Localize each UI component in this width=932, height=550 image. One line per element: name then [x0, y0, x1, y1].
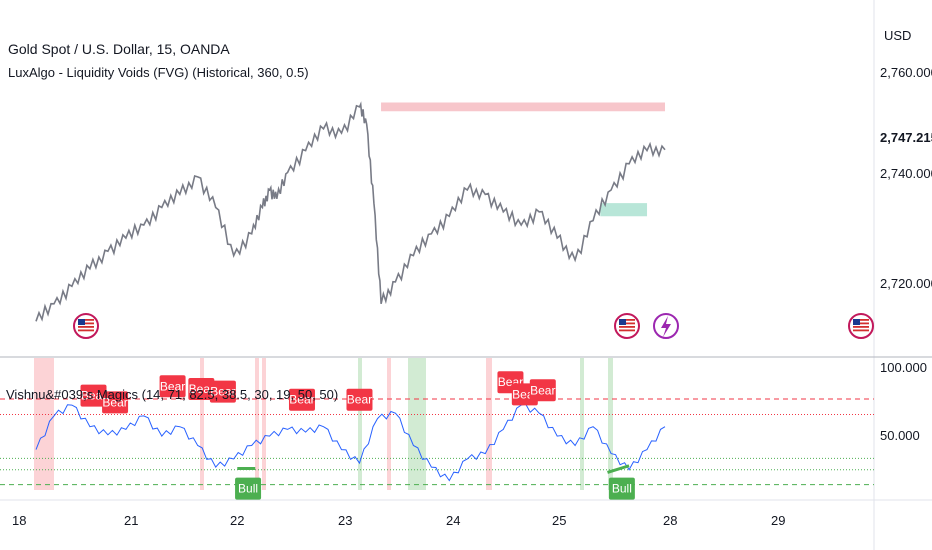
flag-stripe [78, 326, 94, 328]
flag-stripe [78, 329, 94, 332]
price-line [35, 101, 666, 322]
price-tick-label: 2,740.000 [880, 166, 932, 181]
signal-text: Bear [102, 395, 127, 409]
last-price-label: 2,747.215 [880, 130, 932, 145]
signal-badge [346, 388, 373, 411]
flag-stripe [853, 329, 869, 332]
signal-band-2 [255, 358, 259, 490]
time-tick-label: 28 [663, 513, 677, 528]
bear-signal: Bear [209, 380, 236, 403]
signal-band-3 [262, 358, 266, 490]
signal-band-4 [358, 358, 362, 490]
flag-stripe [78, 319, 94, 321]
signal-badge [209, 380, 236, 403]
signal-text: Bear [160, 379, 185, 393]
flag-stripe [853, 322, 869, 325]
signal-band-1 [200, 358, 204, 490]
signal-band-7 [486, 358, 492, 490]
signal-badge [608, 477, 635, 500]
us-event-icon [848, 313, 874, 339]
signal-band-8 [580, 358, 584, 490]
flag-stripe [853, 319, 869, 321]
oscillator-tick-label: 100.000 [880, 360, 927, 375]
bear-signal: Bear [159, 375, 186, 398]
signal-text: Bull [238, 482, 258, 496]
bull-divergence-line [607, 464, 630, 474]
signal-text: Bull [612, 482, 632, 496]
signal-text: Bear [81, 389, 106, 403]
oscillator-levels [0, 398, 874, 486]
chart-title: Gold Spot / U.S. Dollar, 15, OANDA [8, 41, 230, 57]
signal-badge [102, 391, 129, 414]
flag-canton [619, 319, 626, 325]
bear-signal: Bear [346, 388, 373, 411]
liquidity-void-bear [381, 102, 665, 112]
time-tick-label: 21 [124, 513, 138, 528]
y-axis-ticks: 2,760.000 2,740.000 2,720.000 100.000 50.000 [880, 65, 932, 443]
oscillator-tick-label: 50.000 [880, 428, 920, 443]
x-axis-ticks: 18 21 22 23 24 25 28 29 [12, 513, 785, 528]
signal-band-9 [608, 358, 613, 490]
signal-text: Bear [189, 382, 214, 396]
signal-text: Bear [289, 393, 314, 407]
oscillator-line [35, 403, 666, 482]
currency-label[interactable]: USD [884, 28, 911, 43]
event-icons [73, 313, 874, 339]
flag-stripe [619, 329, 635, 332]
bear-signal: Bear [188, 377, 215, 400]
time-tick-label: 29 [771, 513, 785, 528]
indicator-title: LuxAlgo - Liquidity Voids (FVG) (Histori… [8, 65, 309, 80]
oscillator-title: Vishnu&#039;s Magics (14, 71, 82.5, 38.5… [6, 387, 338, 402]
flag-stripe [78, 322, 94, 325]
lightning-bolt [661, 316, 671, 337]
bear-signal: Bear [529, 379, 556, 402]
signal-text: Bear [347, 393, 372, 407]
bull-signal: Bull [608, 477, 635, 500]
flag-stripe [619, 322, 635, 325]
time-tick-label: 22 [230, 513, 244, 528]
bear-signal: Bear [102, 391, 129, 414]
liquidity-voids [381, 102, 665, 217]
flag-stripe [853, 326, 869, 328]
signal-badge [235, 477, 262, 500]
price-tick-label: 2,720.000 [880, 276, 932, 291]
signal-text: Bear [530, 383, 555, 397]
lightning-event-icon [653, 313, 679, 339]
bear-signal: Bear [80, 384, 107, 407]
time-tick-label: 23 [338, 513, 352, 528]
flag-stripe [619, 319, 635, 321]
price-series [35, 101, 666, 322]
signal-band-0 [34, 358, 54, 490]
time-tick-label: 24 [446, 513, 460, 528]
us-event-icon [73, 313, 99, 339]
liquidity-void-bull [600, 203, 648, 217]
price-tick-label: 2,760.000 [880, 65, 932, 80]
signal-badge [529, 379, 556, 402]
flag-stripe [619, 326, 635, 328]
flag-canton [78, 319, 85, 325]
bull-signal: Bull [235, 477, 262, 500]
oscillator-series [35, 403, 666, 482]
flag-canton [853, 319, 860, 325]
signal-badge [188, 377, 215, 400]
us-event-icon [614, 313, 640, 339]
signal-badge [80, 384, 107, 407]
signal-badge [159, 375, 186, 398]
bear-signal: Bear [288, 388, 315, 411]
signal-text: Bear [210, 385, 235, 399]
signal-bands [34, 358, 613, 490]
time-tick-label: 18 [12, 513, 26, 528]
time-tick-label: 25 [552, 513, 566, 528]
signal-badge [288, 388, 315, 411]
signal-band-5 [387, 358, 391, 490]
